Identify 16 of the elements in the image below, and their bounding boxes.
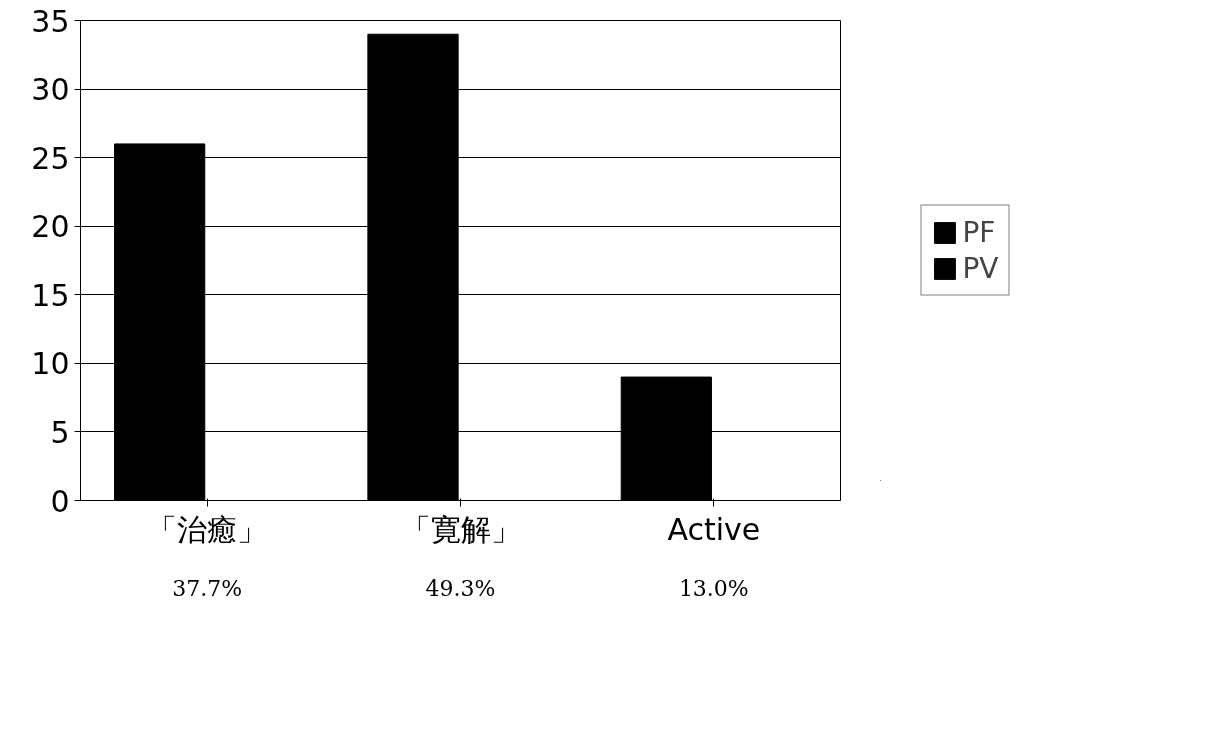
text: 37.7% bbox=[172, 575, 243, 601]
y-tick-label: 30 bbox=[31, 72, 70, 108]
y-tick-label: 15 bbox=[31, 277, 70, 313]
y-tick-label: 0 bbox=[50, 483, 70, 519]
x-tick-label: Active bbox=[667, 511, 761, 547]
x-tick-label: 「治癒」 bbox=[147, 511, 268, 547]
legend-label: PV bbox=[962, 251, 999, 285]
y-tick-label: 25 bbox=[31, 140, 70, 176]
y-tick-label: 10 bbox=[31, 346, 70, 382]
x-tick-label: 「寛解」 bbox=[400, 511, 521, 547]
y-tick-label: 35 bbox=[31, 3, 70, 39]
y-tick-label: 20 bbox=[31, 209, 70, 245]
legend-label: PF bbox=[962, 215, 996, 249]
text: 13.0% bbox=[678, 575, 749, 601]
y-tick-label: 5 bbox=[50, 414, 70, 450]
text: 49.3% bbox=[425, 575, 496, 601]
